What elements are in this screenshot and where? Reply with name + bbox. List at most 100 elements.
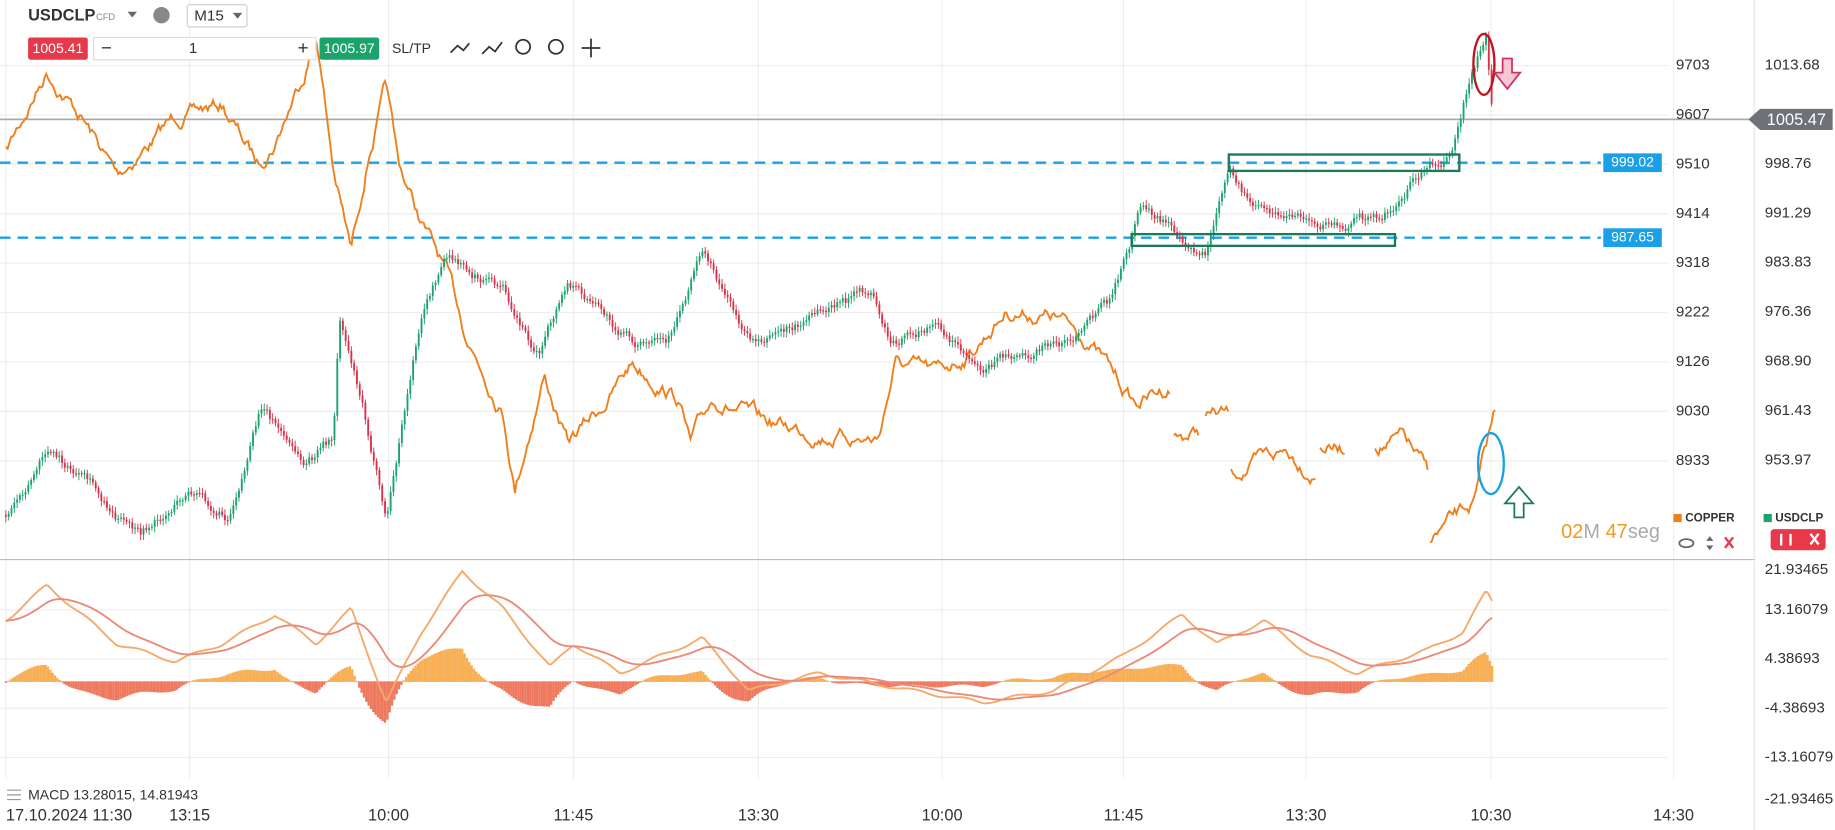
candle-body bbox=[1094, 313, 1097, 318]
candle-body bbox=[1111, 294, 1114, 299]
macd-histogram bbox=[690, 672, 693, 682]
macd-histogram bbox=[1483, 652, 1487, 682]
macd-histogram bbox=[1011, 678, 1014, 682]
macd-histogram bbox=[1364, 681, 1367, 687]
candle-body bbox=[614, 326, 617, 331]
minus-button[interactable]: − bbox=[101, 37, 112, 58]
macd-histogram bbox=[505, 681, 508, 693]
info-icon[interactable] bbox=[153, 7, 170, 24]
candle-body bbox=[796, 324, 799, 327]
macd-histogram bbox=[1226, 681, 1229, 684]
move-icon[interactable] bbox=[1706, 536, 1714, 551]
macd-histogram bbox=[1427, 673, 1431, 682]
macd-histogram bbox=[358, 681, 361, 688]
sltp-button[interactable]: SL/TP bbox=[392, 40, 431, 56]
candle-body bbox=[341, 320, 344, 331]
pan-tool[interactable] bbox=[581, 38, 601, 58]
macd-histogram bbox=[1151, 666, 1154, 682]
macd-histogram bbox=[156, 681, 160, 693]
macd-histogram bbox=[861, 681, 864, 684]
line-tool[interactable] bbox=[449, 42, 470, 54]
candle-body bbox=[1083, 325, 1086, 331]
macd-histogram bbox=[152, 681, 155, 693]
macd-histogram bbox=[70, 681, 73, 688]
sell-price[interactable]: 1005.41 bbox=[33, 40, 84, 56]
macd-histogram bbox=[16, 675, 19, 682]
candle-body bbox=[1119, 268, 1122, 280]
candle-body bbox=[1027, 355, 1030, 358]
symbol-dropdown[interactable] bbox=[127, 11, 137, 18]
macd-histogram bbox=[674, 675, 677, 682]
price-tick-label: 9703 bbox=[1676, 57, 1710, 74]
macd-histogram bbox=[362, 681, 366, 698]
buy-button[interactable] bbox=[319, 37, 380, 60]
visibility-icon[interactable] bbox=[1678, 538, 1695, 549]
sell-button[interactable] bbox=[28, 37, 88, 60]
macd-histogram bbox=[95, 681, 99, 696]
candle-body bbox=[488, 277, 490, 280]
macd-histogram bbox=[1404, 677, 1407, 682]
plus-button[interactable]: + bbox=[298, 37, 309, 58]
macd-histogram bbox=[1034, 679, 1037, 682]
macd-histogram bbox=[1158, 665, 1161, 682]
candle-body bbox=[1319, 226, 1322, 230]
price-tick-label: 9318 bbox=[1676, 254, 1710, 271]
signal-line bbox=[5, 594, 1493, 701]
price-tick-label: 9030 bbox=[1676, 402, 1710, 419]
timeframe-box[interactable] bbox=[186, 4, 248, 28]
timeframe-dropdown[interactable] bbox=[232, 12, 243, 19]
macd-histogram bbox=[564, 681, 567, 688]
macd-histogram bbox=[1446, 673, 1449, 682]
macd-histogram bbox=[74, 681, 78, 690]
candle-body bbox=[510, 301, 513, 310]
candle-body bbox=[1428, 163, 1431, 169]
timeframe[interactable]: M15 bbox=[194, 7, 224, 24]
macd-histogram bbox=[741, 681, 745, 701]
legend-label[interactable]: USDCLP bbox=[1775, 512, 1823, 525]
macd-histogram bbox=[706, 677, 710, 682]
candle-body bbox=[13, 502, 16, 509]
macd-histogram bbox=[929, 681, 932, 688]
symbol[interactable]: USDCLP bbox=[28, 7, 95, 25]
candle-body bbox=[518, 317, 521, 326]
zoom-out[interactable] bbox=[515, 38, 532, 55]
candle-body bbox=[959, 344, 962, 351]
macd-histogram bbox=[273, 669, 277, 682]
macd-histogram bbox=[1100, 671, 1103, 682]
macd-histogram bbox=[610, 681, 614, 693]
macd-histogram bbox=[603, 681, 607, 691]
macd-histogram bbox=[1322, 681, 1325, 693]
candle-body bbox=[459, 263, 462, 265]
legend-label[interactable]: COPPER bbox=[1685, 512, 1735, 525]
macd-histogram bbox=[1366, 681, 1370, 686]
candle-body bbox=[372, 451, 375, 461]
macd-histogram bbox=[1472, 659, 1475, 682]
candle-body bbox=[1378, 217, 1381, 220]
macd-histogram bbox=[908, 681, 911, 685]
trend-tool[interactable] bbox=[481, 41, 503, 55]
candle-body bbox=[721, 284, 723, 289]
indicator-menu[interactable] bbox=[7, 789, 22, 801]
macd-histogram bbox=[751, 681, 754, 698]
macd-tick-label: 21.93465 bbox=[1765, 561, 1828, 578]
candle-body bbox=[1207, 246, 1209, 256]
candle-body bbox=[207, 501, 210, 506]
quantity[interactable]: 1 bbox=[189, 40, 197, 57]
candle-body bbox=[414, 346, 417, 361]
macd-histogram bbox=[1057, 675, 1061, 682]
macd-histogram bbox=[709, 680, 712, 682]
macd-histogram bbox=[1055, 676, 1058, 682]
macd-histogram bbox=[884, 681, 888, 688]
remove-button[interactable] bbox=[1770, 529, 1826, 551]
candle-body bbox=[384, 501, 386, 514]
candle-body bbox=[653, 337, 656, 341]
remove-icon[interactable] bbox=[1724, 536, 1735, 549]
macd-histogram bbox=[1294, 681, 1297, 694]
zoom-in[interactable] bbox=[547, 38, 564, 55]
macd-histogram bbox=[887, 681, 890, 688]
quantity-box[interactable] bbox=[93, 36, 317, 61]
candle-body bbox=[855, 291, 858, 293]
buy-price[interactable]: 1005.97 bbox=[324, 40, 375, 56]
macd-histogram bbox=[212, 678, 216, 682]
candle-body bbox=[513, 309, 516, 316]
